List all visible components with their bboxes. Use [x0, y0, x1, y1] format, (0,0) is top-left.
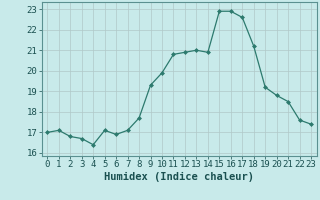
X-axis label: Humidex (Indice chaleur): Humidex (Indice chaleur) — [104, 172, 254, 182]
